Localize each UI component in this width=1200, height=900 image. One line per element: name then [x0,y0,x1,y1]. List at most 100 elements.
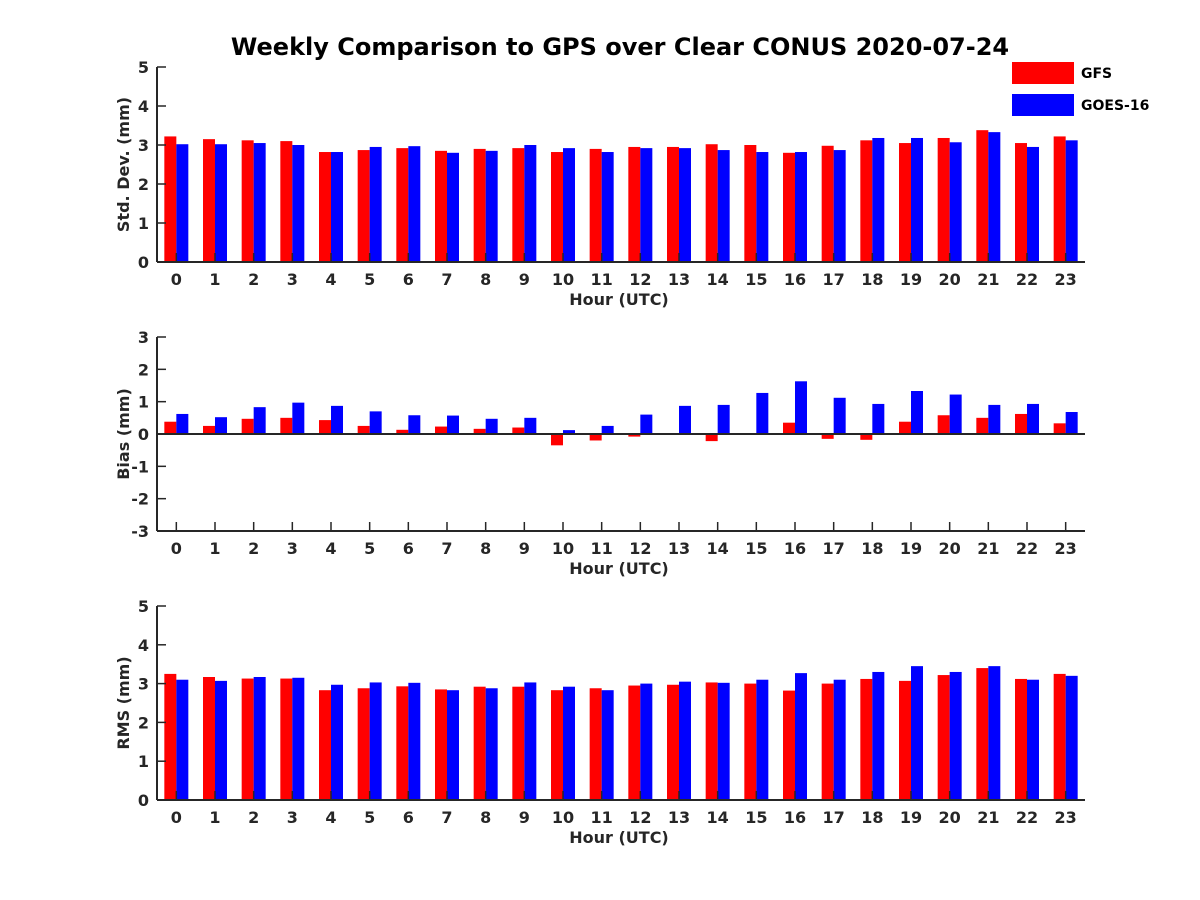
x-tick-label: 3 [287,270,298,289]
bar-gfs-7 [435,426,447,434]
x-tick-label: 14 [707,808,729,827]
bar-goes-16-0 [176,679,189,800]
bar-goes-16-23 [1065,412,1078,434]
x-tick-label: 19 [900,808,922,827]
bar-gfs-20 [937,675,950,800]
bar-goes-16-8 [485,150,498,262]
x-tick-label: 1 [209,808,220,827]
bar-goes-16-5 [369,146,382,262]
bar-gfs-13 [667,146,679,262]
bar-gfs-21 [976,668,989,800]
bar-goes-16-6 [408,682,421,800]
bar-gfs-16 [783,690,795,800]
x-tick-label: 18 [861,808,883,827]
legend-swatch-gfs [1012,62,1074,84]
legend-label-goes-16: GOES-16 [1081,98,1149,114]
bar-gfs-11 [589,148,602,262]
x-tick-label: 10 [552,539,574,558]
bar-goes-16-21 [988,404,1001,434]
y-tick-label: -2 [131,490,149,509]
bar-gfs-22 [1015,143,1027,262]
y-axis-label: RMS (mm) [114,656,133,749]
bar-goes-16-14 [717,682,730,800]
bar-goes-16-23 [1065,675,1078,800]
bar-goes-16-7 [447,152,459,262]
bar-gfs-15 [744,145,757,262]
bar-goes-16-14 [717,404,730,434]
bar-gfs-10 [551,434,563,446]
bar-gfs-14 [705,682,718,800]
x-tick-label: 4 [325,539,336,558]
bar-gfs-2 [241,418,254,434]
y-axis-label: Std. Dev. (mm) [114,97,133,232]
bar-goes-16-17 [833,150,846,262]
bar-gfs-10 [551,152,563,262]
bar-goes-16-11 [601,690,614,800]
bar-gfs-22 [1015,413,1027,434]
x-tick-label: 8 [480,539,491,558]
bar-goes-16-19 [911,666,923,800]
x-tick-label: 9 [519,539,530,558]
x-tick-label: 21 [977,539,999,558]
x-tick-label: 1 [209,270,220,289]
y-tick-label: -3 [131,522,149,541]
bar-gfs-14 [705,144,718,262]
x-tick-label: 8 [480,270,491,289]
bar-goes-16-13 [679,681,691,800]
bar-goes-16-22 [1027,403,1039,434]
bar-gfs-8 [473,148,486,262]
bar-gfs-20 [937,137,950,262]
bar-goes-16-0 [176,413,189,434]
bar-goes-16-10 [563,148,575,262]
x-tick-label: 2 [248,270,259,289]
legend-swatch-goes-16 [1012,94,1074,116]
bar-goes-16-4 [331,405,343,434]
bar-goes-16-17 [833,679,846,800]
bar-gfs-4 [319,690,331,800]
bar-goes-16-21 [988,666,1001,800]
bar-gfs-3 [280,417,293,434]
x-tick-label: 20 [939,539,961,558]
bar-gfs-1 [203,139,215,262]
bar-gfs-14 [705,434,718,442]
bar-goes-16-5 [369,411,382,434]
y-tick-label: 4 [138,636,149,655]
bar-gfs-23 [1053,136,1066,262]
bar-goes-16-11 [601,425,614,434]
x-tick-label: 19 [900,270,922,289]
chart-title: Weekly Comparison to GPS over Clear CONU… [231,33,1009,61]
y-tick-label: 5 [138,597,149,616]
x-axis-label: Hour (UTC) [569,290,669,309]
y-axis-label: Bias (mm) [114,388,133,480]
y-tick-label: 3 [138,675,149,694]
y-tick-label: 1 [138,752,149,771]
x-tick-label: 18 [861,270,883,289]
legend: GFS GOES-16 [1012,62,1149,116]
bar-gfs-0 [164,421,177,434]
bar-gfs-0 [164,673,177,800]
y-tick-label: 4 [138,97,149,116]
bar-gfs-5 [357,150,370,262]
bar-goes-16-14 [717,150,730,262]
bar-gfs-13 [667,684,679,800]
bar-goes-16-16 [795,673,807,800]
bar-gfs-8 [473,686,486,800]
bar-goes-16-17 [833,397,846,434]
bar-gfs-16 [783,422,795,434]
bar-gfs-21 [976,417,989,434]
y-tick-label: 1 [138,393,149,412]
bar-gfs-5 [357,688,370,800]
bar-gfs-12 [628,434,641,437]
bar-gfs-4 [319,420,331,434]
bar-goes-16-20 [949,394,962,434]
x-tick-label: 10 [552,270,574,289]
y-tick-label: 3 [138,136,149,155]
x-tick-label: 0 [171,808,182,827]
x-tick-label: 0 [171,270,182,289]
x-tick-label: 23 [1055,539,1077,558]
bar-gfs-0 [164,136,177,262]
bar-goes-16-10 [563,430,575,434]
bar-gfs-8 [473,428,486,434]
